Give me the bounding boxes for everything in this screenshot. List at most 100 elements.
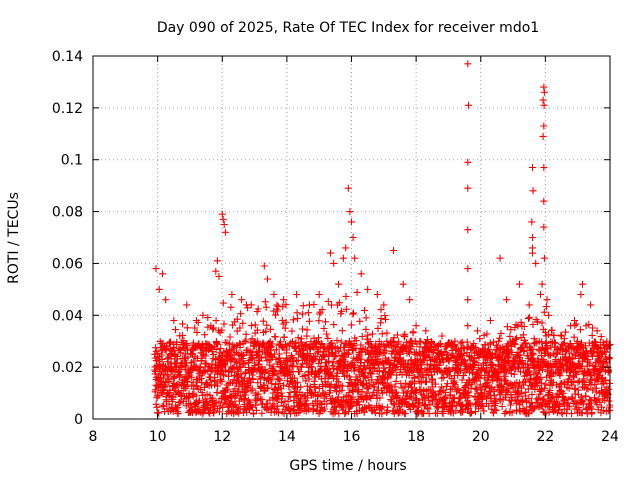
data-point bbox=[301, 372, 309, 379]
data-point bbox=[538, 396, 546, 404]
data-point bbox=[425, 410, 433, 418]
data-point bbox=[369, 330, 376, 338]
data-point bbox=[215, 272, 223, 280]
data-point bbox=[540, 223, 548, 231]
data-point bbox=[305, 406, 313, 414]
data-point bbox=[479, 402, 487, 410]
data-point bbox=[556, 402, 564, 410]
y-tick-label: 0.1 bbox=[61, 153, 83, 169]
data-point bbox=[241, 338, 249, 345]
y-tick-label: 0.06 bbox=[52, 256, 83, 272]
data-point bbox=[550, 407, 557, 415]
data-point bbox=[530, 335, 538, 343]
data-point bbox=[445, 366, 453, 374]
data-point bbox=[160, 402, 168, 410]
data-point bbox=[219, 299, 227, 307]
data-point bbox=[281, 324, 289, 332]
data-point bbox=[178, 360, 186, 368]
data-point bbox=[359, 380, 367, 388]
data-point bbox=[453, 388, 461, 396]
data-point bbox=[330, 365, 338, 373]
data-point bbox=[264, 275, 271, 283]
data-point bbox=[364, 374, 372, 381]
data-point bbox=[542, 338, 550, 346]
data-point bbox=[540, 197, 548, 205]
x-axis-label: GPS time / hours bbox=[289, 458, 406, 474]
data-point bbox=[153, 403, 161, 411]
data-point bbox=[347, 321, 355, 329]
data-point bbox=[201, 406, 209, 414]
data-point bbox=[443, 380, 451, 388]
data-point bbox=[183, 359, 190, 367]
data-point bbox=[183, 324, 191, 332]
data-point bbox=[504, 342, 512, 350]
data-point bbox=[270, 371, 278, 379]
data-point bbox=[291, 374, 299, 382]
data-point bbox=[341, 343, 348, 351]
data-point bbox=[248, 322, 256, 330]
data-point bbox=[603, 337, 611, 345]
data-point bbox=[424, 336, 431, 344]
data-point bbox=[316, 399, 324, 407]
data-point bbox=[303, 332, 311, 340]
data-point bbox=[587, 381, 595, 389]
data-point bbox=[311, 383, 319, 391]
data-point bbox=[313, 349, 321, 357]
data-point bbox=[415, 406, 422, 414]
data-point bbox=[488, 360, 496, 368]
data-point bbox=[152, 400, 160, 408]
data-point bbox=[333, 382, 340, 390]
data-point bbox=[276, 380, 284, 387]
data-point bbox=[294, 356, 302, 364]
data-point bbox=[592, 397, 600, 404]
data-point bbox=[567, 340, 575, 348]
data-point bbox=[189, 378, 197, 386]
data-point bbox=[220, 371, 228, 379]
data-point bbox=[352, 337, 360, 345]
data-point bbox=[375, 367, 383, 375]
data-point bbox=[533, 395, 541, 403]
data-point bbox=[217, 345, 225, 353]
data-point bbox=[383, 408, 391, 416]
data-point bbox=[254, 337, 262, 345]
data-point bbox=[582, 342, 589, 350]
data-point bbox=[540, 101, 548, 109]
data-point bbox=[204, 323, 212, 331]
data-point bbox=[529, 187, 537, 195]
data-point bbox=[493, 369, 501, 377]
data-point bbox=[327, 249, 334, 257]
data-point bbox=[226, 333, 234, 341]
data-point bbox=[282, 318, 290, 326]
data-point bbox=[263, 405, 271, 413]
x-tick-label: 20 bbox=[472, 429, 490, 445]
data-point bbox=[366, 350, 374, 358]
data-point bbox=[349, 234, 357, 241]
data-point bbox=[191, 362, 199, 370]
data-point bbox=[579, 400, 587, 408]
data-point bbox=[387, 396, 395, 403]
data-point bbox=[414, 372, 422, 380]
data-point bbox=[525, 313, 533, 321]
data-point bbox=[198, 344, 206, 351]
data-point bbox=[377, 306, 385, 314]
data-point bbox=[258, 396, 266, 404]
data-point bbox=[457, 350, 465, 358]
data-point bbox=[527, 371, 535, 379]
data-point bbox=[413, 355, 421, 363]
x-tick-labels: 8 10 12 14 16 18 20 22 24 bbox=[89, 429, 619, 445]
data-point bbox=[490, 391, 498, 399]
data-point bbox=[506, 332, 514, 340]
data-point bbox=[273, 405, 281, 413]
data-point bbox=[183, 301, 191, 309]
data-point bbox=[411, 379, 418, 387]
data-point bbox=[338, 307, 346, 315]
data-point bbox=[322, 392, 330, 400]
data-points bbox=[151, 60, 614, 418]
data-point bbox=[241, 360, 249, 368]
data-point bbox=[573, 400, 581, 408]
data-point bbox=[498, 403, 506, 410]
data-point bbox=[409, 328, 417, 336]
data-point bbox=[482, 382, 490, 390]
data-point bbox=[342, 305, 350, 313]
data-point bbox=[502, 368, 510, 376]
